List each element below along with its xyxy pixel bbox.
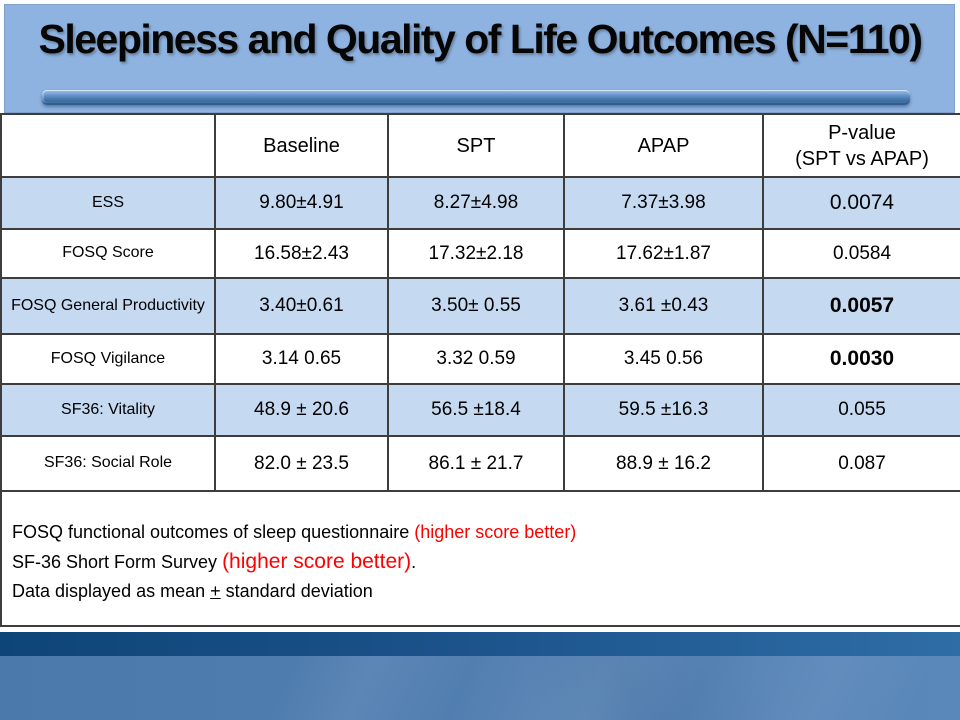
bottom-dark-band [0, 632, 960, 656]
table-row: FOSQ General Productivity 3.40±0.61 3.50… [0, 277, 960, 335]
footnote-2-period: . [411, 552, 417, 572]
table-row: FOSQ Vigilance 3.14 0.65 3.32 0.59 3.45 … [0, 333, 960, 385]
footnote-line-3: Data displayed as mean + standard deviat… [12, 578, 948, 605]
footnote-2-black: SF-36 Short Form Survey [12, 552, 223, 572]
apap-value: 3.45 0.56 [563, 333, 764, 385]
apap-value: 17.62±1.87 [563, 228, 764, 279]
footnote-cell: FOSQ functional outcomes of sleep questi… [0, 490, 960, 627]
baseline-value: 82.0 ± 23.5 [214, 435, 389, 492]
footnote-line-2: SF-36 Short Form Survey (higher score be… [12, 546, 948, 578]
row-label: ESS [0, 176, 216, 230]
p-value: 0.055 [762, 383, 960, 437]
p-value: 0.0057 [762, 277, 960, 335]
table-row: SF36: Social Role 82.0 ± 23.5 86.1 ± 21.… [0, 435, 960, 492]
baseline-value: 3.14 0.65 [214, 333, 389, 385]
apap-value: 88.9 ± 16.2 [563, 435, 764, 492]
baseline-value: 16.58±2.43 [214, 228, 389, 279]
table-header-row: Baseline SPT APAP P-value (SPT vs APAP) [0, 113, 960, 178]
spt-value: 3.50± 0.55 [387, 277, 565, 335]
baseline-value: 3.40±0.61 [214, 277, 389, 335]
spt-value: 8.27±4.98 [387, 176, 565, 230]
footnote-3-pre: Data displayed as mean [12, 580, 211, 601]
header-cell-spt: SPT [387, 113, 565, 178]
p-value: 0.0030 [762, 333, 960, 385]
apap-value: 7.37±3.98 [563, 176, 764, 230]
p-value: 0.0584 [762, 228, 960, 279]
header-cell-baseline: Baseline [214, 113, 389, 178]
title-divider-bar [42, 90, 910, 105]
row-label: SF36: Social Role [0, 435, 216, 492]
footnote-1-red: (higher score better) [414, 522, 577, 542]
table-row: ESS 9.80±4.91 8.27±4.98 7.37±3.98 0.0074 [0, 176, 960, 230]
baseline-value: 9.80±4.91 [214, 176, 389, 230]
footnote-row: FOSQ functional outcomes of sleep questi… [0, 490, 960, 627]
footnote-3-post: standard deviation [220, 580, 373, 601]
table-row: FOSQ Score 16.58±2.43 17.32±2.18 17.62±1… [0, 228, 960, 279]
row-label: FOSQ General Productivity [0, 277, 216, 335]
row-label: FOSQ Score [0, 228, 216, 279]
slide-title: Sleepiness and Quality of Life Outcomes … [38, 16, 923, 62]
footnote-line-1: FOSQ functional outcomes of sleep questi… [12, 519, 948, 546]
apap-value: 59.5 ±16.3 [563, 383, 764, 437]
plus-minus-symbol: + [210, 580, 221, 601]
bottom-wave-area [0, 656, 960, 720]
table-row: SF36: Vitality 48.9 ± 20.6 56.5 ±18.4 59… [0, 383, 960, 437]
header-cell-empty [0, 113, 216, 178]
row-label: SF36: Vitality [0, 383, 216, 437]
apap-value: 3.61 ±0.43 [563, 277, 764, 335]
header-cell-pvalue: P-value (SPT vs APAP) [762, 113, 960, 178]
footnote-2-red: (higher score better) [222, 550, 412, 573]
pvalue-header-line1: P-value [828, 121, 896, 144]
spt-value: 86.1 ± 21.7 [387, 435, 565, 492]
baseline-value: 48.9 ± 20.6 [214, 383, 389, 437]
row-label: FOSQ Vigilance [0, 333, 216, 385]
spt-value: 3.32 0.59 [387, 333, 565, 385]
p-value: 0.087 [762, 435, 960, 492]
spt-value: 56.5 ±18.4 [387, 383, 565, 437]
spt-value: 17.32±2.18 [387, 228, 565, 279]
pvalue-header-line2: (SPT vs APAP) [795, 147, 929, 170]
header-cell-apap: APAP [563, 113, 764, 178]
footnote-1-black: FOSQ functional outcomes of sleep questi… [12, 522, 415, 542]
p-value: 0.0074 [762, 176, 960, 230]
outcomes-table: Baseline SPT APAP P-value (SPT vs APAP) … [0, 113, 960, 627]
